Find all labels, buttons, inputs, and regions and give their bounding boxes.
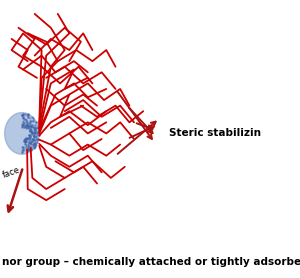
Circle shape xyxy=(4,113,39,154)
Text: nor group – chemically attached or tightly adsorbe: nor group – chemically attached or tight… xyxy=(2,257,300,267)
Text: Steric stabilizin: Steric stabilizin xyxy=(169,128,261,138)
Text: face: face xyxy=(1,165,21,180)
